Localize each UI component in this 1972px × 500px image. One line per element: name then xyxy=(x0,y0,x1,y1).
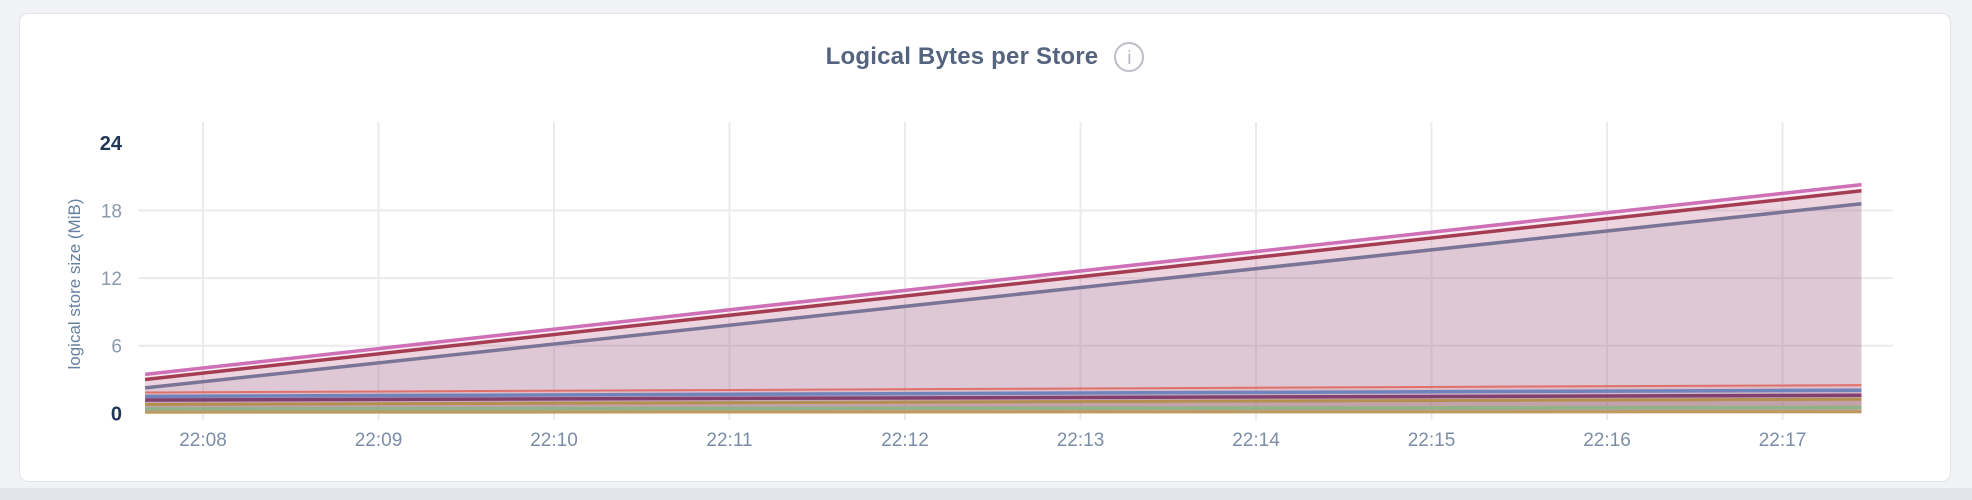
y-tick-label: 0 xyxy=(111,403,122,425)
x-tick-label: 22:13 xyxy=(1057,430,1105,451)
store-line-3-area xyxy=(145,203,1862,414)
store-line-5 xyxy=(145,388,1862,399)
x-tick-label: 22:11 xyxy=(706,430,752,451)
x-tick-label: 22:16 xyxy=(1583,430,1631,451)
y-tick-label: 12 xyxy=(101,269,122,290)
store-line-9 xyxy=(145,410,1862,414)
store-line-3 xyxy=(144,201,1862,390)
page-bottom-band xyxy=(0,488,1972,500)
y-tick-label: 18 xyxy=(101,201,122,222)
info-icon[interactable]: i xyxy=(1114,42,1145,72)
x-tick-label: 22:14 xyxy=(1232,430,1280,451)
store-line-4 xyxy=(145,384,1862,394)
chart-header: Logical Bytes per Store i xyxy=(20,42,1950,72)
chart-title: Logical Bytes per Store xyxy=(825,43,1099,70)
store-line-2-area xyxy=(145,190,1862,414)
store-line-2 xyxy=(144,189,1862,382)
y-tick-label: 24 xyxy=(100,133,123,155)
x-tick-label: 22:12 xyxy=(881,430,929,451)
x-tick-label: 22:15 xyxy=(1408,430,1456,451)
y-tick-label: 6 xyxy=(111,337,122,358)
store-line-8 xyxy=(145,405,1862,411)
store-line-6 xyxy=(145,393,1862,402)
x-tick-label: 22:09 xyxy=(355,430,403,451)
store-line-1-area xyxy=(145,184,1862,414)
x-tick-label: 22:17 xyxy=(1759,430,1807,451)
x-tick-label: 22:08 xyxy=(179,430,227,451)
store-line-1 xyxy=(144,182,1862,377)
store-line-7 xyxy=(145,397,1862,406)
x-tick-label: 22:10 xyxy=(530,430,578,451)
